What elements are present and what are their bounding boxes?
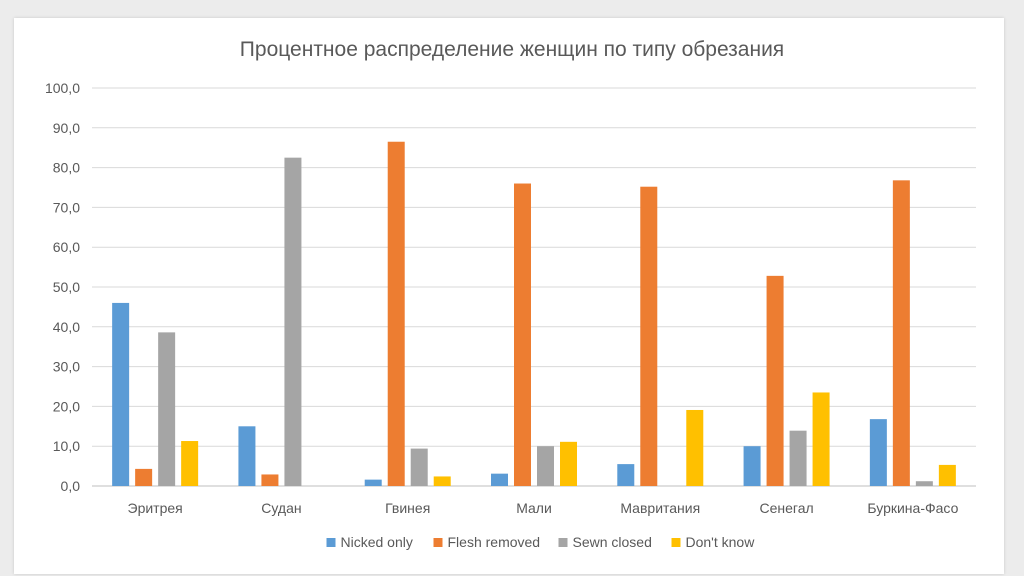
bar (491, 473, 508, 486)
bar (789, 430, 807, 486)
bar (743, 446, 761, 486)
x-tick-label: Буркина-Фасо (867, 500, 958, 516)
legend-label: Sewn closed (573, 534, 652, 550)
bar (617, 464, 635, 486)
bar (812, 392, 830, 486)
x-tick-label: Мавритания (620, 500, 700, 516)
legend-swatch (433, 538, 443, 547)
bar (387, 141, 405, 486)
y-tick-label: 0,0 (61, 478, 81, 494)
bar (284, 157, 302, 486)
bar (560, 441, 577, 486)
bars (112, 141, 956, 487)
bar (181, 441, 199, 486)
legend: Nicked only Flesh removed Sewn closed Don't… (326, 534, 756, 550)
bar (261, 474, 279, 486)
y-tick-label: 90,0 (53, 120, 80, 136)
bar (112, 302, 130, 486)
y-tick-label: 10,0 (53, 438, 80, 454)
legend-label: Flesh removed (448, 534, 541, 550)
chart-title: Процентное распределение женщин по типу … (240, 38, 784, 61)
y-tick-label: 40,0 (53, 319, 80, 335)
y-tick-label: 100,0 (45, 80, 80, 96)
x-axis: Эритрея Судан Гвинея Мали Мавритания Сенегал Б… (128, 500, 959, 516)
bar (686, 409, 704, 486)
y-axis: 0,0 10,0 20,0 30,0 40,0 50,0 60,0 70,0 80,0 90,0 1… (45, 80, 80, 494)
bar (892, 180, 910, 486)
chart-card: Процентное распределение женщин по типу … (14, 18, 1004, 574)
bar (410, 448, 428, 486)
x-tick-label: Гвинея (385, 500, 430, 516)
y-tick-label: 30,0 (53, 359, 80, 375)
bar (640, 186, 658, 487)
legend-swatch (671, 538, 681, 547)
y-tick-label: 80,0 (53, 160, 80, 176)
bar (364, 479, 382, 486)
legend-label: Don't know (686, 534, 756, 550)
bar (135, 468, 153, 486)
bar (238, 426, 256, 486)
gridlines (92, 87, 976, 487)
legend-swatch (326, 538, 336, 547)
bar (433, 476, 451, 486)
bar (514, 183, 531, 486)
bar (938, 464, 956, 486)
y-tick-label: 20,0 (53, 398, 80, 414)
y-tick-label: 50,0 (53, 279, 80, 295)
legend-label: Nicked only (341, 534, 413, 550)
bar-chart: Процентное распределение женщин по типу … (45, 38, 976, 550)
x-tick-label: Сенегал (759, 500, 813, 516)
legend-swatch (558, 538, 568, 547)
x-tick-label: Эритрея (128, 500, 183, 516)
bar (766, 275, 784, 486)
x-tick-label: Мали (516, 500, 552, 516)
x-tick-label: Судан (261, 500, 301, 516)
y-tick-label: 70,0 (53, 199, 80, 215)
bar (869, 419, 887, 486)
y-tick-label: 60,0 (53, 239, 80, 255)
bar (537, 446, 554, 486)
bar (915, 481, 933, 486)
bar (158, 332, 176, 486)
